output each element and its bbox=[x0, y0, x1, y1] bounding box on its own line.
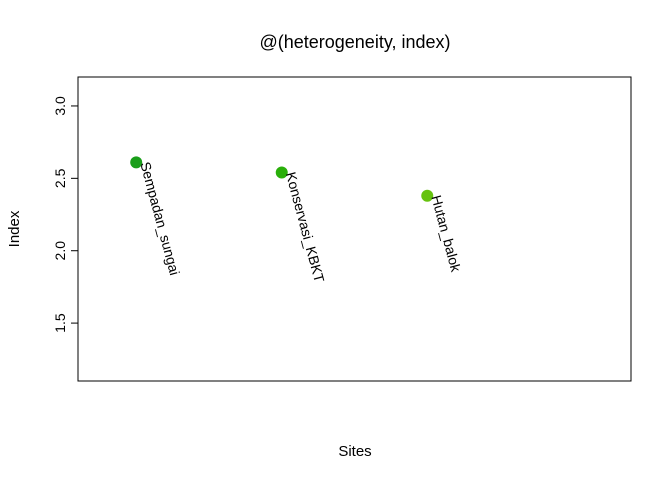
data-points: Sempadan_sungai Konservasi_KBKT Hutan_balo… bbox=[130, 156, 464, 284]
y-tick-label: 3.0 bbox=[52, 96, 68, 116]
point-label: Hutan_balok bbox=[428, 193, 464, 274]
data-point bbox=[275, 166, 288, 179]
x-axis-label: Sites bbox=[338, 443, 371, 460]
y-axis-label: Index bbox=[6, 210, 23, 247]
chart-title: @(heterogeneity, index) bbox=[259, 32, 450, 52]
point-label: Sempadan_sungai bbox=[137, 160, 183, 277]
y-axis: 1.5 2.0 2.5 3.0 bbox=[52, 96, 79, 333]
y-tick-label: 2.0 bbox=[52, 241, 68, 261]
data-point bbox=[421, 189, 434, 202]
y-tick-label: 2.5 bbox=[52, 168, 68, 188]
point-label: Konservasi_KBKT bbox=[283, 170, 328, 284]
data-point bbox=[130, 156, 143, 169]
y-tick-label: 1.5 bbox=[52, 313, 68, 333]
